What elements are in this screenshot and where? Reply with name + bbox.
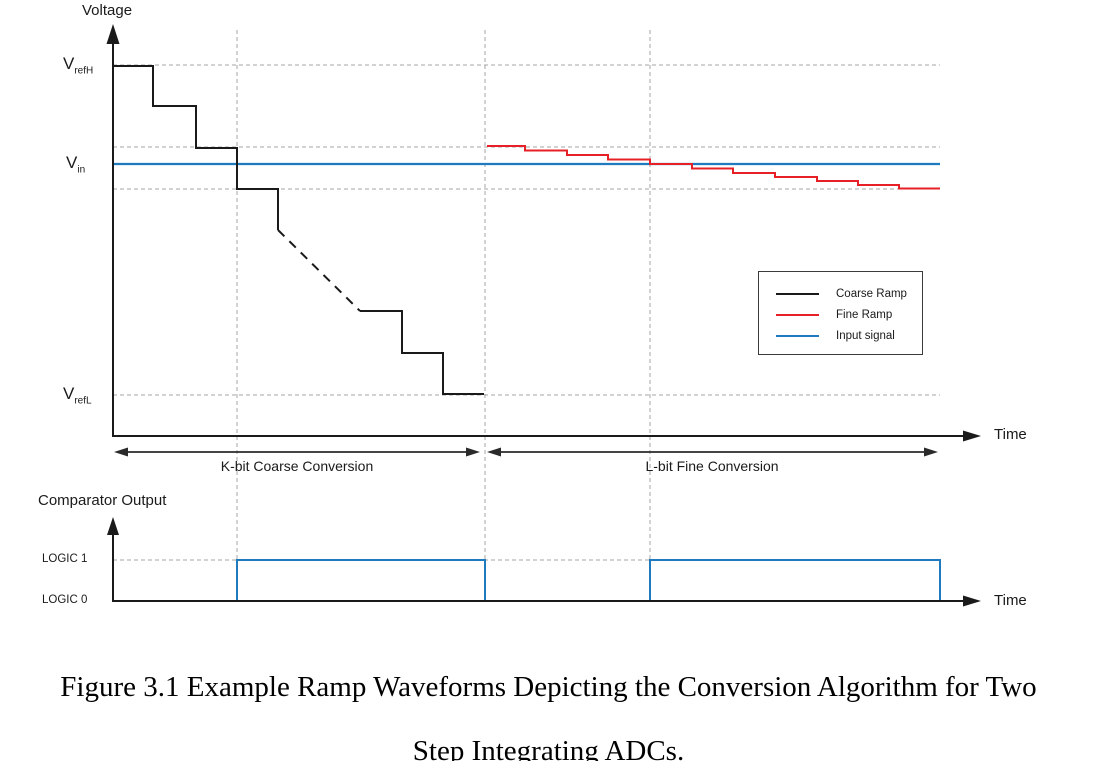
- tick-vrefl: VrefL: [63, 384, 92, 406]
- tick-vrefh-base: V: [63, 54, 75, 73]
- input-signal-swatch-line: [776, 334, 819, 337]
- figure-caption-line-1: Figure 3.1 Example Ramp Waveforms Depict…: [60, 671, 1037, 703]
- legend-label-coarse-ramp: Coarse Ramp: [836, 287, 907, 300]
- coarse-ramp-dashed-segment: [277, 229, 361, 312]
- voltage-axis-title: Voltage: [82, 2, 133, 19]
- tick-vrefl-base: V: [63, 384, 75, 403]
- coarse-span-arrow-right-head: [466, 447, 480, 457]
- tick-logic0: LOGIC 0: [42, 594, 88, 606]
- legend-item-input-signal: Input signal: [759, 325, 922, 346]
- comparator-y-axis-arrowhead: [107, 517, 119, 535]
- voltage-y-axis-arrowhead: [106, 24, 120, 44]
- coarse-conversion-span-label: K-bit Coarse Conversion: [220, 458, 374, 474]
- legend-label-fine-ramp: Fine Ramp: [836, 308, 893, 321]
- figure-caption-line-2: Step Integrating ADCs.: [412, 735, 685, 761]
- legend-item-coarse-ramp: Coarse Ramp: [759, 283, 922, 304]
- legend-label-input-signal: Input signal: [836, 329, 895, 342]
- comparator-x-axis-arrowhead: [963, 595, 981, 607]
- tick-vin-sub: in: [77, 164, 86, 176]
- tick-vrefl-sub: refL: [74, 395, 92, 407]
- tick-vrefh: VrefH: [63, 54, 93, 76]
- time-axis-title-comparator: Time: [994, 592, 1027, 609]
- tick-vin-base: V: [66, 153, 78, 172]
- fine-span-arrow-right-head: [924, 447, 938, 457]
- fine-span-arrow-left-head: [487, 447, 501, 457]
- tick-logic1: LOGIC 1: [42, 553, 88, 565]
- legend-item-fine-ramp: Fine Ramp: [759, 304, 922, 325]
- legend: Coarse Ramp Fine Ramp Input signal: [758, 271, 923, 355]
- comparator-chart-title: Comparator Output: [38, 492, 167, 509]
- figure-caption: Figure 3.1 Example Ramp Waveforms Depict…: [0, 655, 1097, 761]
- coarse-span-arrow-left-head: [114, 447, 128, 457]
- fine-ramp-swatch-line: [776, 313, 819, 316]
- coarse-ramp-swatch-line: [776, 292, 819, 295]
- coarse-ramp-line-end: [360, 310, 484, 395]
- coarse-ramp-line-start: [113, 65, 279, 230]
- fine-ramp-line: [487, 145, 940, 190]
- fine-conversion-span-label: L-bit Fine Conversion: [645, 458, 779, 474]
- voltage-x-axis-arrowhead: [963, 430, 981, 442]
- comparator-output-line: [113, 559, 941, 602]
- tick-vin: Vin: [66, 153, 85, 175]
- tick-vrefh-sub: refH: [74, 65, 94, 77]
- waveform-svg: [106, 24, 981, 607]
- time-axis-title-voltage: Time: [994, 426, 1027, 443]
